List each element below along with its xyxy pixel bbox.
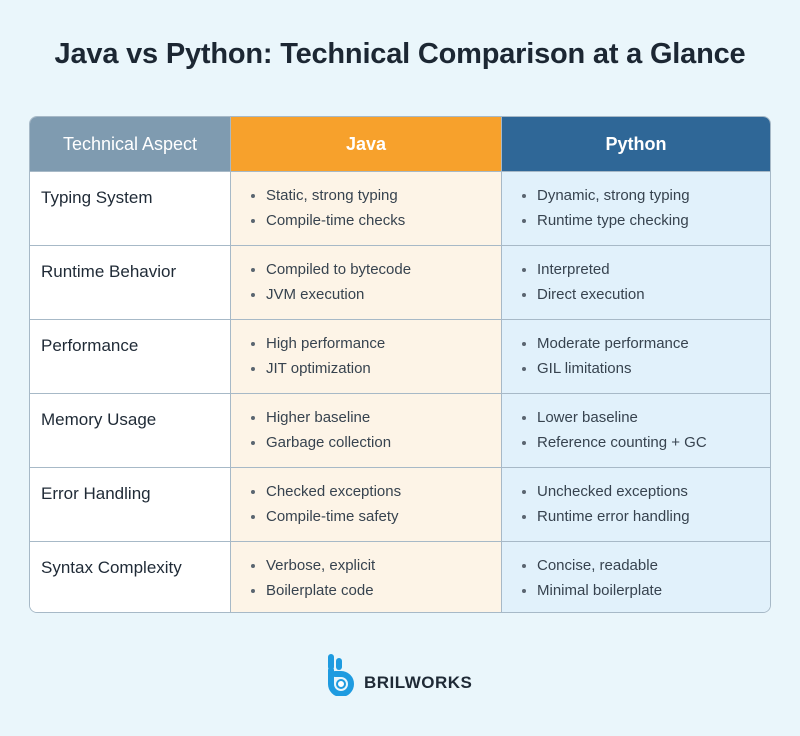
aspect-cell: Performance <box>30 320 230 393</box>
aspect-cell: Syntax Complexity <box>30 542 230 612</box>
table-row: Error Handling Checked exceptions Compile… <box>30 467 770 541</box>
python-cell: Dynamic, strong typing Runtime type check… <box>501 172 770 245</box>
brilworks-logo-text: BRILWORKS <box>364 673 473 692</box>
java-points: Verbose, explicit Boilerplate code <box>251 557 375 607</box>
java-points: Compiled to bytecode JVM execution <box>251 261 411 311</box>
list-item: GIL limitations <box>522 360 689 385</box>
aspect-cell: Typing System <box>30 172 230 245</box>
list-item: Garbage collection <box>251 434 391 459</box>
java-points: Checked exceptions Compile-time safety <box>251 483 401 533</box>
python-cell: Lower baseline Reference counting + GC <box>501 394 770 467</box>
list-item: High performance <box>251 335 385 360</box>
page-title: Java vs Python: Technical Comparison at … <box>54 38 746 70</box>
table-row: Typing System Static, strong typing Compi… <box>30 171 770 245</box>
python-cell: Moderate performance GIL limitations <box>501 320 770 393</box>
python-cell: Concise, readable Minimal boilerplate <box>501 542 770 612</box>
table-row: Performance High performance JIT optimiza… <box>30 319 770 393</box>
header-technical-aspect: Technical Aspect <box>30 117 230 171</box>
python-points: Concise, readable Minimal boilerplate <box>522 557 662 607</box>
table-row: Memory Usage Higher baseline Garbage coll… <box>30 393 770 467</box>
aspect-label: Performance <box>41 336 139 355</box>
python-points: Moderate performance GIL limitations <box>522 335 689 385</box>
java-cell: Verbose, explicit Boilerplate code <box>230 542 501 612</box>
brilworks-logo: BRILWORKS <box>326 652 472 696</box>
java-cell: Checked exceptions Compile-time safety <box>230 468 501 541</box>
java-points: Higher baseline Garbage collection <box>251 409 391 459</box>
list-item: Reference counting + GC <box>522 434 707 459</box>
table-row: Runtime Behavior Compiled to bytecode JVM… <box>30 245 770 319</box>
list-item: Lower baseline <box>522 409 707 434</box>
list-item: Moderate performance <box>522 335 689 360</box>
list-item: Compile-time checks <box>251 212 405 237</box>
list-item: Static, strong typing <box>251 187 405 212</box>
list-item: Interpreted <box>522 261 645 286</box>
list-item: Higher baseline <box>251 409 391 434</box>
aspect-cell: Error Handling <box>30 468 230 541</box>
aspect-label: Runtime Behavior <box>41 262 177 281</box>
python-points: Dynamic, strong typing Runtime type check… <box>522 187 690 237</box>
list-item: Runtime error handling <box>522 508 690 533</box>
list-item: Compiled to bytecode <box>251 261 411 286</box>
java-cell: Compiled to bytecode JVM execution <box>230 246 501 319</box>
java-points: Static, strong typing Compile-time checks <box>251 187 405 237</box>
aspect-cell: Memory Usage <box>30 394 230 467</box>
aspect-cell: Runtime Behavior <box>30 246 230 319</box>
list-item: Concise, readable <box>522 557 662 582</box>
java-cell: Static, strong typing Compile-time checks <box>230 172 501 245</box>
list-item: Unchecked exceptions <box>522 483 690 508</box>
java-cell: High performance JIT optimization <box>230 320 501 393</box>
header-java: Java <box>230 117 501 171</box>
list-item: JVM execution <box>251 286 411 311</box>
java-points: High performance JIT optimization <box>251 335 385 385</box>
aspect-label: Syntax Complexity <box>41 558 182 577</box>
header-python: Python <box>501 117 770 171</box>
python-points: Lower baseline Reference counting + GC <box>522 409 707 459</box>
brilworks-logo-icon <box>328 654 354 696</box>
list-item: Verbose, explicit <box>251 557 375 582</box>
comparison-table: Technical Aspect Java Python Typing Syst… <box>29 116 771 613</box>
table-header-row: Technical Aspect Java Python <box>30 117 770 171</box>
list-item: Boilerplate code <box>251 582 375 607</box>
list-item: Compile-time safety <box>251 508 401 533</box>
java-cell: Higher baseline Garbage collection <box>230 394 501 467</box>
aspect-label: Typing System <box>41 188 153 207</box>
list-item: Checked exceptions <box>251 483 401 508</box>
table-row: Syntax Complexity Verbose, explicit Boile… <box>30 541 770 612</box>
list-item: Dynamic, strong typing <box>522 187 690 212</box>
aspect-label: Error Handling <box>41 484 151 503</box>
list-item: Direct execution <box>522 286 645 311</box>
list-item: Minimal boilerplate <box>522 582 662 607</box>
python-cell: Interpreted Direct execution <box>501 246 770 319</box>
list-item: JIT optimization <box>251 360 385 385</box>
list-item: Runtime type checking <box>522 212 690 237</box>
aspect-label: Memory Usage <box>41 410 157 429</box>
python-cell: Unchecked exceptions Runtime error handli… <box>501 468 770 541</box>
python-points: Unchecked exceptions Runtime error handli… <box>522 483 690 533</box>
python-points: Interpreted Direct execution <box>522 261 645 311</box>
